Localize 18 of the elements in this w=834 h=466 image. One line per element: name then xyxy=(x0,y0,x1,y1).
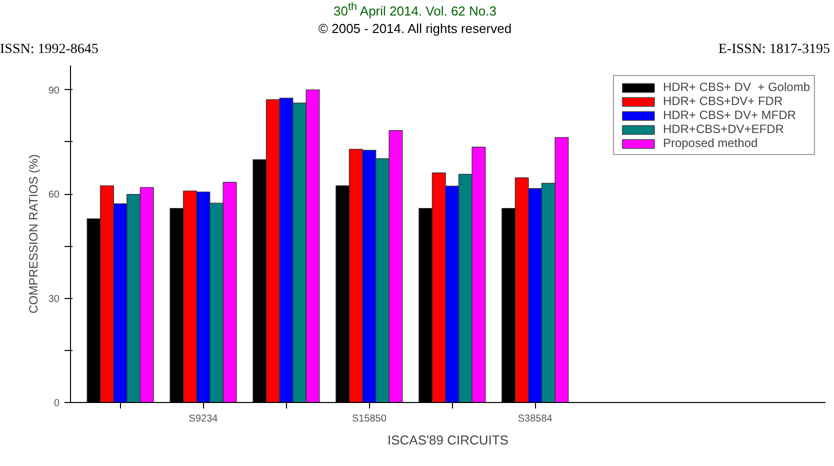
y-tick-label: 90 xyxy=(48,85,60,96)
y-axis-title: COMPRESSION RATIOS (%) xyxy=(26,154,40,314)
legend-label: HDR+ CBS+ DV+ MFDR xyxy=(662,108,796,122)
text: © 2005 - 2014. All rights reserved xyxy=(318,20,512,38)
text: E-ISSN: 1817-3195 xyxy=(718,41,830,59)
text: 30$^{th}$ April 2014. Vol. 62 No.3 xyxy=(334,0,496,20)
y-tick-label: 0 xyxy=(54,398,60,409)
x-tick-label: S15850 xyxy=(352,414,387,424)
x-tick-label: S9234 xyxy=(188,414,218,424)
legend-label: HDR+ CBS+DV+ FDR xyxy=(662,94,783,108)
text: ISSN: 1992-8645 xyxy=(0,41,98,59)
legend-label: Proposed method xyxy=(662,136,758,150)
legend-label: HDR+ CBS+ DV + Golomb xyxy=(662,80,810,94)
y-tick-label: 30 xyxy=(48,294,60,305)
x-axis-title: ISCAS'89 CIRCUITS xyxy=(388,432,509,448)
y-tick-label: 60 xyxy=(48,190,60,201)
x-tick-label: S38584 xyxy=(518,414,553,424)
legend-label: HDR+CBS+DV+EFDR xyxy=(662,122,784,136)
